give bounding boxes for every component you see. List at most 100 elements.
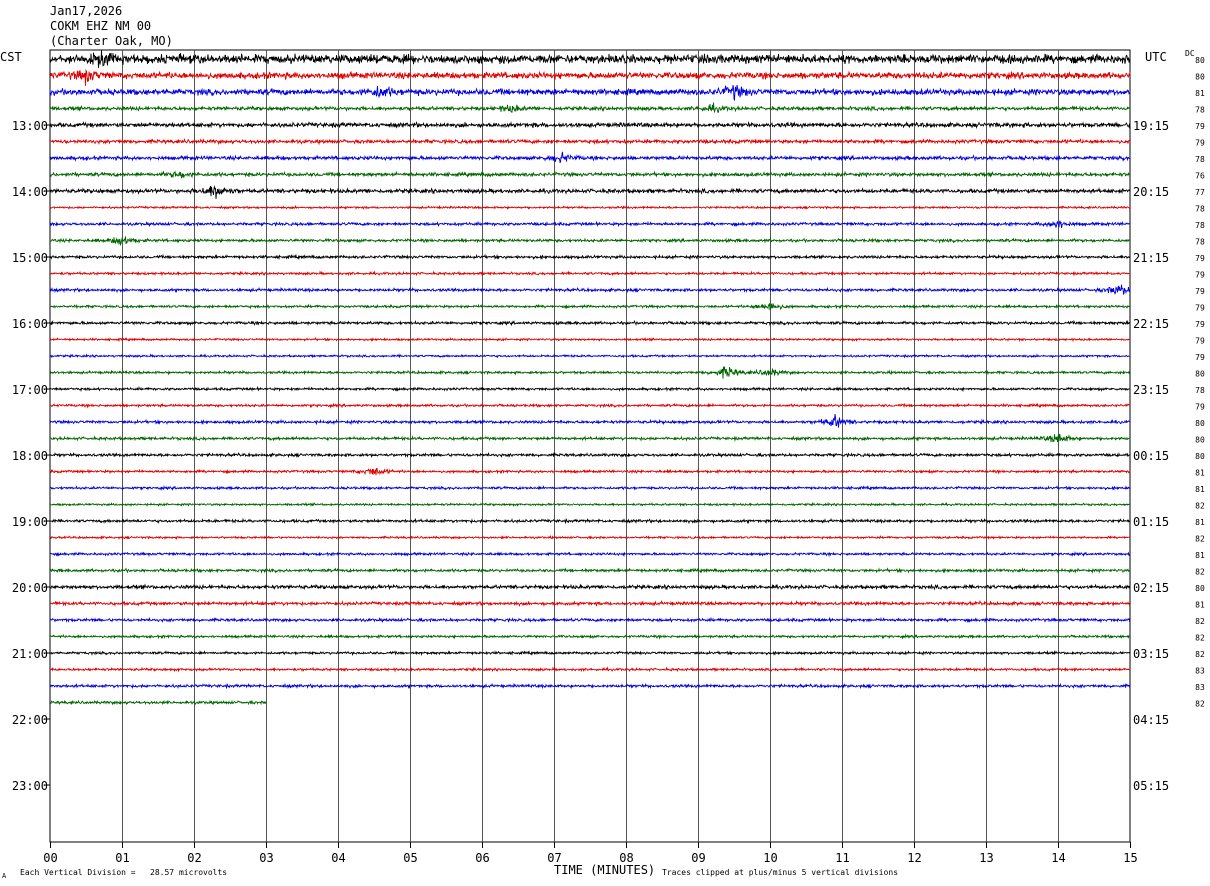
x-tick-label: 13: [979, 851, 993, 865]
dc-offset-label: 79: [1195, 337, 1205, 346]
dc-offset-label: 82: [1195, 650, 1205, 659]
chart-station: COKM EHZ NM 00: [50, 19, 152, 33]
dc-offset-label: 81: [1195, 601, 1205, 610]
seismic-trace: [49, 102, 1131, 114]
dc-offset-label: 82: [1195, 502, 1205, 511]
seismic-trace: [49, 402, 1131, 409]
cst-hour-label: 19:00: [12, 515, 48, 529]
seismic-trace: [49, 204, 1131, 211]
cst-hour-label: 22:00: [12, 713, 48, 727]
dc-offset-label: 78: [1195, 221, 1205, 230]
seismic-trace: [49, 414, 1131, 428]
utc-hour-label: 21:15: [1133, 251, 1169, 265]
dc-offset-label: 83: [1195, 683, 1205, 692]
seismic-trace: [49, 467, 1131, 476]
cst-hour-label: 20:00: [12, 581, 48, 595]
cst-hour-label: 13:00: [12, 119, 48, 133]
dc-offset-label: 81: [1195, 89, 1205, 98]
cst-hour-label: 17:00: [12, 383, 48, 397]
seismic-trace: [49, 303, 1131, 311]
seismic-trace: [49, 484, 1131, 492]
plot-frame: [49, 49, 1131, 843]
x-tick-label: 06: [475, 851, 489, 865]
x-tick-label: 11: [835, 851, 849, 865]
seismic-trace: [49, 151, 1131, 163]
utc-hour-label: 00:15: [1133, 449, 1169, 463]
dc-offset-label: 79: [1195, 287, 1205, 296]
seismic-trace: [49, 69, 1131, 86]
dc-offset-label: 80: [1195, 56, 1205, 65]
dc-offset-label: 81: [1195, 551, 1205, 560]
seismic-trace: [50, 699, 267, 706]
x-tick-label: 00: [43, 851, 57, 865]
dc-offset-label: 82: [1195, 700, 1205, 709]
x-axis-title: TIME (MINUTES): [554, 863, 656, 877]
cst-hour-label: 16:00: [12, 317, 48, 331]
utc-hour-label: 22:15: [1133, 317, 1169, 331]
x-tick-label: 08: [619, 851, 633, 865]
seismic-trace: [49, 616, 1131, 624]
dc-offset-label: 80: [1195, 419, 1205, 428]
seismic-trace: [49, 353, 1131, 359]
dc-offset-label: 78: [1195, 155, 1205, 164]
utc-hour-label: 19:15: [1133, 119, 1169, 133]
seismic-trace: [49, 220, 1131, 229]
dc-offset-label: 80: [1195, 370, 1205, 379]
dc-offset-label: 81: [1195, 485, 1205, 494]
seismic-trace: [49, 84, 1131, 102]
x-tick-label: 15: [1123, 851, 1137, 865]
dc-offset-label: 82: [1195, 568, 1205, 577]
x-tick-label: 12: [907, 851, 921, 865]
dc-offset-label: 78: [1195, 238, 1205, 247]
x-tick-label: 04: [331, 851, 345, 865]
seismic-trace: [49, 336, 1131, 343]
x-tick-label: 03: [259, 851, 273, 865]
dc-offset-label: 79: [1195, 139, 1205, 148]
dc-offset-label: 82: [1195, 617, 1205, 626]
dc-offset-label: 82: [1195, 634, 1205, 643]
dc-offset-label: 80: [1195, 436, 1205, 445]
seismic-trace: [50, 170, 1131, 179]
seismic-trace: [49, 270, 1131, 277]
chart-location: (Charter Oak, MO): [50, 34, 173, 48]
utc-hour-label: 03:15: [1133, 647, 1169, 661]
seismic-trace: [49, 633, 1131, 640]
dc-offset-label: 79: [1195, 122, 1205, 131]
seismic-trace: [50, 517, 1131, 525]
utc-hour-label: 23:15: [1133, 383, 1169, 397]
x-tick-label: 02: [187, 851, 201, 865]
dc-offset-label: 77: [1195, 188, 1205, 197]
dc-offset-label: 80: [1195, 584, 1205, 593]
seismic-trace: [49, 682, 1131, 690]
dc-offset-label: 82: [1195, 535, 1205, 544]
seismic-trace: [49, 120, 1131, 130]
x-tick-label: 14: [1051, 851, 1065, 865]
seismic-trace: [49, 50, 1131, 68]
seismic-trace: [49, 501, 1130, 508]
seismic-trace: [49, 137, 1131, 146]
seismic-trace: [49, 583, 1131, 591]
dc-offset-label: 79: [1195, 254, 1205, 263]
x-tick-label: 01: [115, 851, 129, 865]
seismic-trace: [49, 366, 1131, 379]
seismic-trace: [49, 451, 1131, 459]
dc-offset-label: 78: [1195, 106, 1205, 115]
dc-offset-label: 79: [1195, 304, 1205, 313]
utc-hour-label: 05:15: [1133, 779, 1169, 793]
x-tick-label: 07: [547, 851, 561, 865]
cst-hour-label: 14:00: [12, 185, 48, 199]
dc-offset-label: 79: [1195, 353, 1205, 362]
seismic-trace: [49, 567, 1131, 574]
dc-offset-label: 76: [1195, 172, 1205, 181]
x-tick-label: 10: [763, 851, 777, 865]
seismic-trace: [49, 433, 1131, 443]
seismic-trace: [49, 666, 1131, 673]
seismic-trace: [49, 284, 1131, 296]
cst-hour-label: 15:00: [12, 251, 48, 265]
cst-hour-label: 21:00: [12, 647, 48, 661]
dc-offset-label: 81: [1195, 469, 1205, 478]
right-axis-title: UTC: [1145, 50, 1167, 64]
dc-offset-label: 79: [1195, 320, 1205, 329]
x-tick-label: 05: [403, 851, 417, 865]
dc-offset-label: 78: [1195, 386, 1205, 395]
